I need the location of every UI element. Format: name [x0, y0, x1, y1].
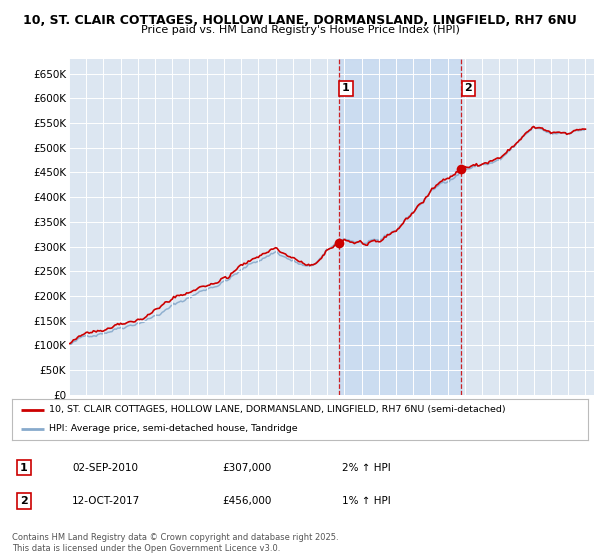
Text: 12-OCT-2017: 12-OCT-2017	[72, 496, 140, 506]
Text: 10, ST. CLAIR COTTAGES, HOLLOW LANE, DORMANSLAND, LINGFIELD, RH7 6NU: 10, ST. CLAIR COTTAGES, HOLLOW LANE, DOR…	[23, 14, 577, 27]
Text: Contains HM Land Registry data © Crown copyright and database right 2025.
This d: Contains HM Land Registry data © Crown c…	[12, 533, 338, 553]
Text: 2: 2	[20, 496, 28, 506]
Text: 2: 2	[464, 83, 472, 94]
Text: Price paid vs. HM Land Registry's House Price Index (HPI): Price paid vs. HM Land Registry's House …	[140, 25, 460, 35]
Text: 02-SEP-2010: 02-SEP-2010	[72, 463, 138, 473]
Text: £456,000: £456,000	[222, 496, 271, 506]
Text: 1% ↑ HPI: 1% ↑ HPI	[342, 496, 391, 506]
Text: 1: 1	[20, 463, 28, 473]
Text: 1: 1	[342, 83, 350, 94]
Text: HPI: Average price, semi-detached house, Tandridge: HPI: Average price, semi-detached house,…	[49, 424, 298, 433]
Text: £307,000: £307,000	[222, 463, 271, 473]
Text: 10, ST. CLAIR COTTAGES, HOLLOW LANE, DORMANSLAND, LINGFIELD, RH7 6NU (semi-detac: 10, ST. CLAIR COTTAGES, HOLLOW LANE, DOR…	[49, 405, 506, 414]
Bar	[339, 59, 461, 395]
Text: 2% ↑ HPI: 2% ↑ HPI	[342, 463, 391, 473]
